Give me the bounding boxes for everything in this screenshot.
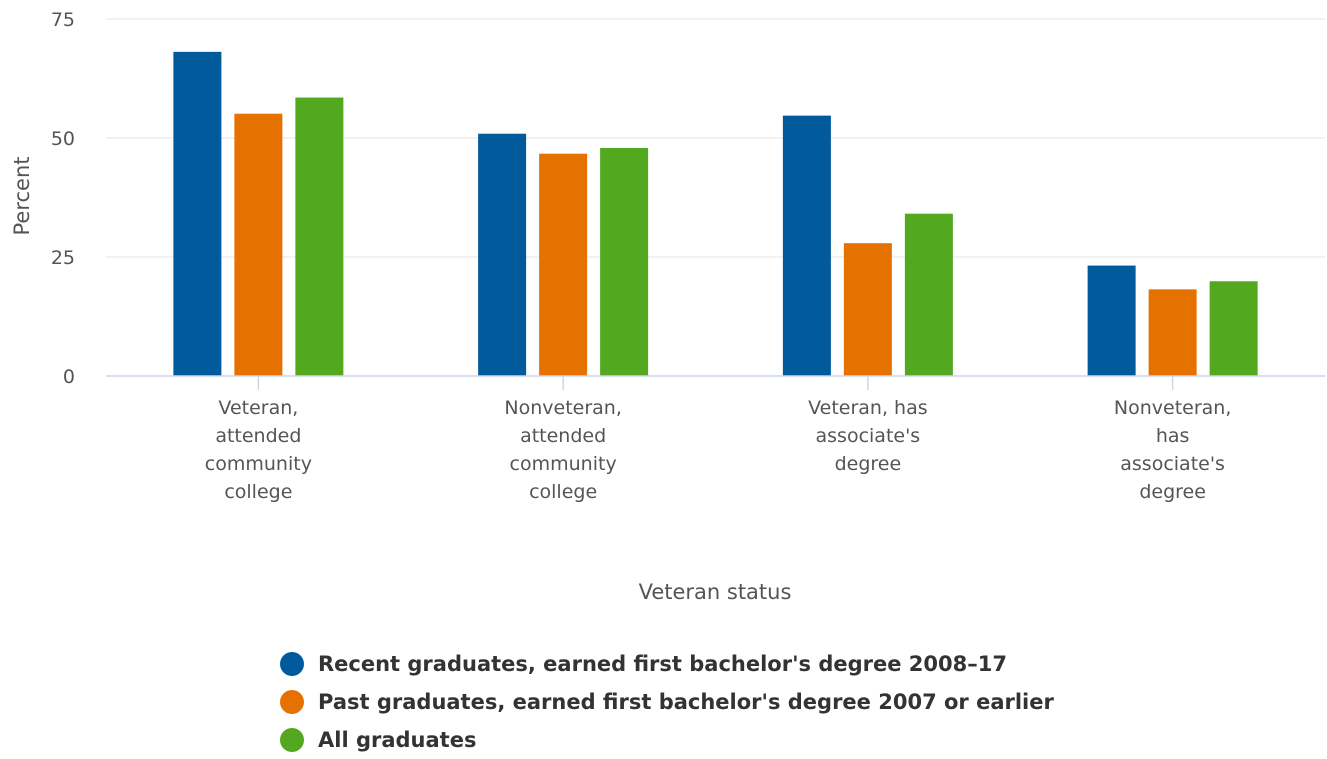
bar[interactable]: [478, 133, 527, 376]
bars: [173, 51, 1258, 377]
legend-marker-icon: [280, 652, 304, 676]
x-tick-label-line: attended: [520, 425, 606, 447]
bar-chart: 0 25 50 75 Veteran, attended community college…: [10, 9, 1325, 604]
x-tick-label-line: has: [1156, 425, 1190, 447]
bar[interactable]: [1209, 281, 1258, 376]
bar[interactable]: [234, 113, 283, 376]
bar[interactable]: [539, 153, 588, 376]
x-tick-label-line: college: [224, 481, 292, 503]
x-tick-label-line: associate's: [1120, 453, 1225, 475]
x-tick-label-line: community: [510, 453, 617, 475]
legend-label: Recent graduates, earned first bachelor'…: [318, 652, 1007, 676]
legend: Recent graduates, earned first bachelor'…: [280, 645, 1054, 759]
legend-marker-icon: [280, 728, 304, 752]
x-tick-label-line: Veteran,: [218, 397, 298, 419]
legend-item[interactable]: All graduates: [280, 721, 1054, 759]
y-tick-label: 50: [51, 128, 75, 150]
y-axis-ticks: 0 25 50 75: [51, 9, 75, 388]
bar[interactable]: [295, 97, 344, 376]
legend-item[interactable]: Recent graduates, earned first bachelor'…: [280, 645, 1054, 683]
bar[interactable]: [843, 243, 892, 376]
bar[interactable]: [173, 51, 222, 377]
x-tick-label-line: Nonveteran,: [504, 397, 622, 419]
bar[interactable]: [904, 213, 953, 376]
legend-item[interactable]: Past graduates, earned first bachelor's …: [280, 683, 1054, 721]
bar[interactable]: [600, 147, 649, 376]
x-tick-label: Nonveteran, attended community college: [504, 397, 622, 503]
legend-label: Past graduates, earned first bachelor's …: [318, 690, 1054, 714]
x-tick-label-line: community: [205, 453, 312, 475]
x-tick-label: Veteran, has associate's degree: [808, 397, 928, 475]
x-tick-label-line: associate's: [816, 425, 921, 447]
y-tick-label: 25: [51, 247, 75, 269]
x-tick-label: Nonveteran, has associate's degree: [1114, 397, 1232, 503]
legend-marker-icon: [280, 690, 304, 714]
gridlines: [106, 18, 1325, 258]
bar[interactable]: [782, 115, 831, 377]
x-tick-label: Veteran, attended community college: [205, 397, 312, 503]
x-axis-title: Veteran status: [639, 580, 792, 604]
bar[interactable]: [1148, 289, 1197, 376]
bar[interactable]: [1087, 265, 1136, 376]
legend-label: All graduates: [318, 728, 477, 752]
x-tick-label-line: degree: [1139, 481, 1206, 503]
y-tick-label: 75: [51, 9, 75, 31]
x-tick-label-line: college: [529, 481, 597, 503]
x-axis-ticks: Veteran, attended community collegeNonveter…: [205, 376, 1232, 503]
x-tick-label-line: degree: [835, 453, 902, 475]
y-tick-label: 0: [63, 366, 75, 388]
x-tick-label-line: Nonveteran,: [1114, 397, 1232, 419]
y-axis-title: Percent: [10, 156, 34, 235]
x-tick-label-line: attended: [215, 425, 301, 447]
x-tick-label-line: Veteran, has: [808, 397, 928, 419]
